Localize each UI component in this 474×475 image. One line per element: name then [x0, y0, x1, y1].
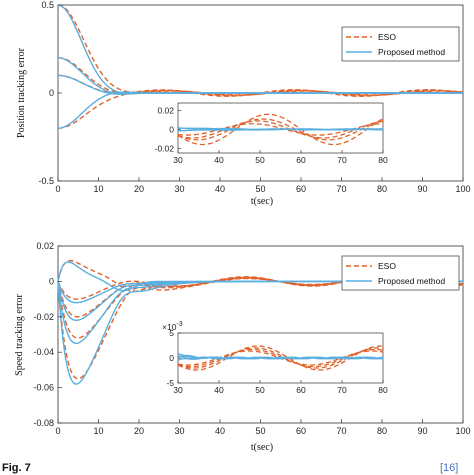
x-tick-label: 80 [378, 385, 388, 395]
eso-line [57, 57, 464, 97]
x-tick-label: 90 [417, 184, 427, 194]
legend-eso-label: ESO [378, 32, 396, 42]
x-tick-label: 60 [296, 426, 306, 436]
x-tick-label: 40 [215, 184, 225, 194]
y-axis-label-bottom: Speed tracking error [14, 294, 25, 376]
x-tick-label: 50 [255, 426, 265, 436]
y-tick-label: 5 [169, 328, 174, 338]
y-tick-label: 0 [49, 276, 54, 286]
caption-text: Fig. 7 [2, 462, 31, 474]
x-tick-label: 90 [417, 426, 427, 436]
y-tick-label: 0 [169, 124, 174, 134]
inset-eso-line [177, 113, 384, 146]
y-tick-label: -0.02 [33, 312, 54, 322]
y-tick-label: 0 [49, 88, 54, 98]
x-tick-label: 100 [455, 184, 470, 194]
y-tick-label: -0.08 [33, 418, 54, 428]
x-tick-label: 30 [173, 155, 183, 165]
x-tick-label: 50 [255, 184, 265, 194]
x-tick-label: 10 [93, 426, 103, 436]
inset-eso-line [177, 118, 384, 141]
inset-proposed-line [177, 355, 384, 360]
legend-proposed-label-bottom: Proposed method [378, 276, 445, 286]
x-tick-label: 70 [336, 184, 346, 194]
x-tick-label: 20 [134, 184, 144, 194]
x-tick-label: 70 [337, 385, 347, 395]
x-tick-label: 40 [214, 155, 224, 165]
x-tick-label: 60 [296, 385, 306, 395]
x-tick-label: 10 [93, 184, 103, 194]
legend-eso-label-bottom: ESO [378, 261, 396, 271]
inset-proposed-line [177, 128, 384, 132]
y-tick-label: -0.5 [38, 176, 54, 186]
x-tick-label: 100 [455, 426, 470, 436]
figure-caption: Fig. 7 [16] [2, 462, 458, 474]
y-tick-label: -0.06 [33, 383, 54, 393]
inset-scale-label: ×10-3 [162, 321, 183, 332]
x-tick-label: 60 [296, 184, 306, 194]
x-tick-label: 40 [214, 385, 224, 395]
x-tick-label: 70 [336, 426, 346, 436]
eso-line [57, 276, 464, 318]
caption-reference: [16] [440, 462, 458, 474]
x-tick-label: 80 [378, 155, 388, 165]
y-tick-label: 0.02 [157, 106, 174, 116]
legend-bottom: ESO Proposed method [341, 255, 460, 291]
y-tick-label: 0 [169, 353, 174, 363]
x-tick-label: 50 [255, 385, 265, 395]
proposed-line [57, 91, 463, 129]
x-axis-label-bottom: t(sec) [251, 442, 273, 453]
x-tick-label: 70 [337, 155, 347, 165]
x-tick-label: 50 [255, 155, 265, 165]
x-tick-label: 0 [55, 184, 60, 194]
x-axis-label-top: t(sec) [251, 196, 273, 207]
y-tick-label: -0.04 [33, 347, 54, 357]
y-axis-label-top: Position tracking error [16, 47, 27, 138]
legend-proposed-label: Proposed method [378, 47, 445, 57]
inset-top: 30 40 50 60 70 80 0.02 0 -0.02 [155, 102, 388, 165]
y-tick-label: -5 [166, 378, 174, 388]
x-tick-label: 60 [296, 155, 306, 165]
x-tick-label: 80 [377, 184, 387, 194]
x-tick-label: 30 [174, 426, 184, 436]
inset-eso-line [177, 123, 384, 136]
x-tick-label: 30 [173, 385, 183, 395]
speed-error-plot: 0 10 20 30 40 50 60 70 80 90 1000.020-0.02-0.04-0.… [14, 241, 471, 453]
x-tick-label: 0 [55, 426, 60, 436]
x-tick-label: 40 [215, 426, 225, 436]
y-tick-label: 0.5 [41, 0, 54, 10]
y-tick-label: -0.02 [155, 143, 175, 153]
x-tick-label: 20 [134, 426, 144, 436]
legend-top: ESO Proposed method [341, 26, 460, 62]
x-tick-label: 30 [174, 184, 184, 194]
y-tick-label: 0.02 [36, 241, 54, 251]
x-tick-label: 80 [377, 426, 387, 436]
inset-eso-line [177, 120, 384, 139]
